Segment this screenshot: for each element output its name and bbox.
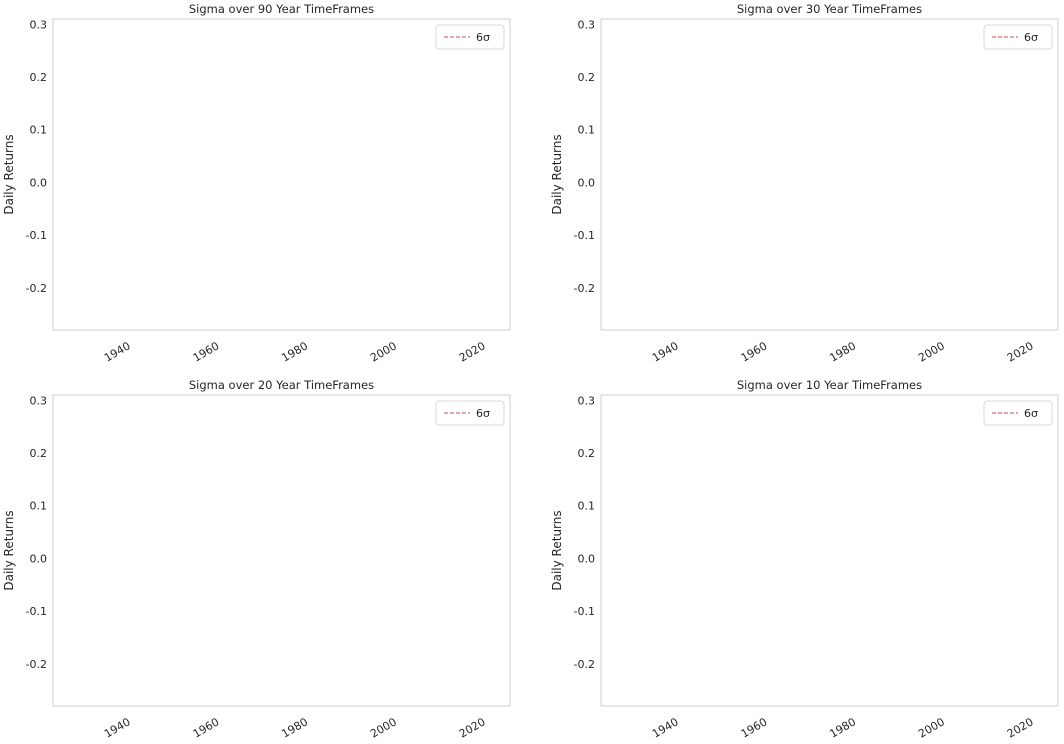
legend: 6σ (983, 24, 1053, 50)
y-tick-label: -0.1 (26, 605, 47, 618)
x-tick-label: 1940 (650, 715, 681, 740)
legend-label: 6σ (1024, 31, 1038, 44)
y-tick-label: 0.3 (578, 394, 596, 407)
axes-frame (52, 394, 511, 707)
x-tick-label: 1980 (827, 339, 858, 364)
y-tick-label: 0.2 (30, 71, 48, 84)
legend: 6σ (435, 400, 505, 426)
axes-frame (600, 394, 1059, 707)
legend: 6σ (435, 24, 505, 50)
y-tick-label: -0.2 (574, 282, 595, 295)
x-tick-label: 1940 (650, 339, 681, 364)
x-tick-label: 1940 (102, 715, 133, 740)
x-tick-label: 2020 (1005, 339, 1036, 364)
y-axis-label: Daily Returns (2, 510, 16, 590)
chart-panel-3: -0.2 -0.1 0.0 0.1 0.2 0.3 1940 1960 1980 2000 2020… (2, 378, 511, 741)
x-tick-label: 2000 (916, 339, 947, 364)
chart-title: Sigma over 30 Year TimeFrames (737, 2, 922, 16)
y-tick-label: -0.2 (574, 658, 595, 671)
y-tick-label: 0.2 (30, 447, 48, 460)
x-tick-label: 1960 (191, 715, 222, 740)
y-tick-label: -0.1 (574, 229, 595, 242)
y-tick-label: 0.2 (578, 447, 596, 460)
y-tick-label: 0.0 (30, 552, 48, 565)
x-tick-label: 1940 (102, 339, 133, 364)
y-tick-label: 0.0 (30, 176, 48, 189)
x-tick-label: 1960 (739, 339, 770, 364)
legend-label: 6σ (476, 407, 490, 420)
x-tick-label: 2000 (368, 339, 399, 364)
x-tick-label: 1960 (191, 339, 222, 364)
x-tick-label: 1980 (279, 715, 310, 740)
y-axis-label: Daily Returns (550, 510, 564, 590)
x-tick-label: 1960 (739, 715, 770, 740)
x-tick-label: 1980 (827, 715, 858, 740)
chart-panel-4: -0.2 -0.1 0.0 0.1 0.2 0.3 1940 1960 1980 2000 2020… (550, 378, 1059, 741)
legend: 6σ (983, 400, 1053, 426)
x-tick-label: 2000 (916, 715, 947, 740)
chart-title: Sigma over 90 Year TimeFrames (189, 2, 374, 16)
y-tick-label: 0.3 (578, 18, 596, 31)
y-tick-label: -0.1 (574, 605, 595, 618)
y-tick-label: 0.0 (578, 176, 596, 189)
x-tick-label: 1980 (279, 339, 310, 364)
y-tick-label: 0.1 (30, 500, 48, 513)
axes-frame (52, 18, 511, 331)
y-tick-label: 0.1 (578, 124, 596, 137)
y-tick-label: -0.2 (26, 282, 47, 295)
chart-panel-1: -0.2 -0.1 0.0 0.1 0.2 0.3 1940 1960 1980 2000 2020… (2, 2, 511, 365)
y-tick-label: 0.3 (30, 18, 48, 31)
chart-title: Sigma over 20 Year TimeFrames (189, 378, 374, 392)
chart-panel-2: -0.2 -0.1 0.0 0.1 0.2 0.3 1940 1960 1980 2000 2020… (550, 2, 1059, 365)
y-tick-label: -0.2 (26, 658, 47, 671)
y-axis-label: Daily Returns (550, 134, 564, 214)
y-tick-label: 0.1 (30, 124, 48, 137)
y-tick-label: 0.3 (30, 394, 48, 407)
y-tick-label: 0.0 (578, 552, 596, 565)
x-tick-label: 2000 (368, 715, 399, 740)
y-tick-label: 0.2 (578, 71, 596, 84)
x-tick-label: 2020 (457, 339, 488, 364)
axes-frame (600, 18, 1059, 331)
legend-label: 6σ (1024, 407, 1038, 420)
chart-title: Sigma over 10 Year TimeFrames (737, 378, 922, 392)
x-tick-label: 2020 (1005, 715, 1036, 740)
y-tick-label: 0.1 (578, 500, 596, 513)
y-axis-label: Daily Returns (2, 134, 16, 214)
y-tick-label: -0.1 (26, 229, 47, 242)
legend-label: 6σ (476, 31, 490, 44)
x-tick-label: 2020 (457, 715, 488, 740)
